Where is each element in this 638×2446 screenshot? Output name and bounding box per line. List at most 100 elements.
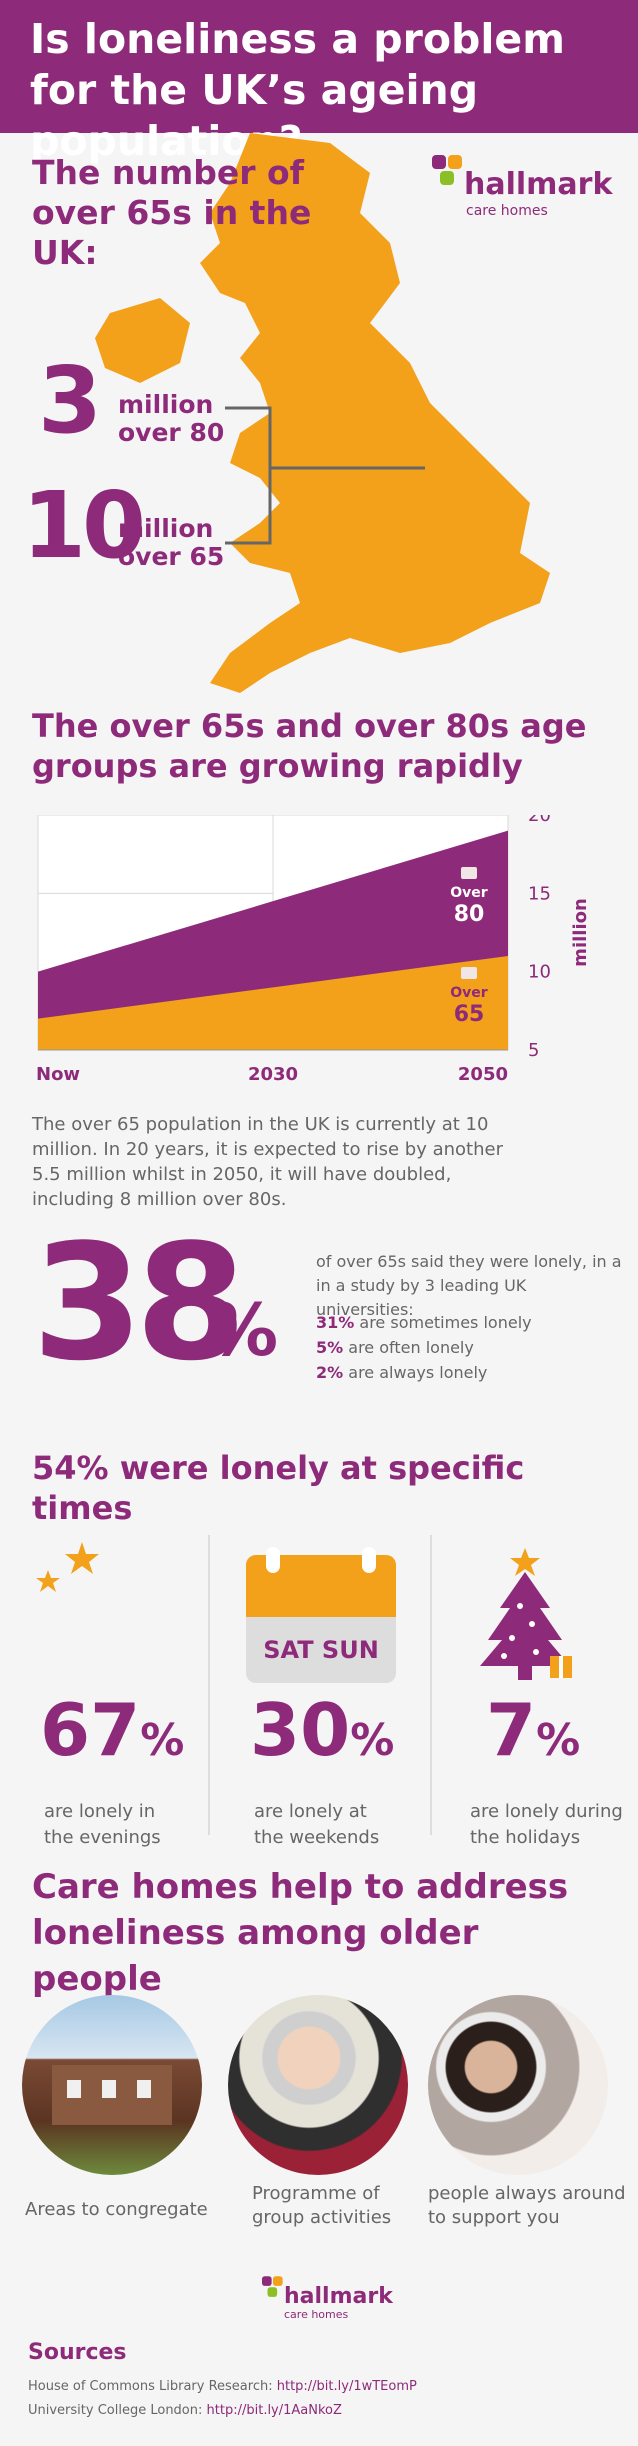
breakdown-item: 5% are often lonely bbox=[316, 1335, 626, 1360]
breakdown-item: 31% are sometimes lonely bbox=[316, 1310, 626, 1335]
percent-unit: % bbox=[536, 1715, 581, 1766]
building-photo bbox=[22, 1995, 202, 2175]
series-label-bottom: 65 bbox=[454, 1002, 485, 1027]
sources-list: House of Commons Library Research: http:… bbox=[28, 2375, 417, 2423]
chart-ticks: Now 2030 2050 5 10 15 20 million bbox=[36, 815, 591, 1085]
support-photo bbox=[428, 1995, 608, 2175]
breakdown-pct: 2% bbox=[316, 1363, 344, 1382]
percent-item-weekends: 30% are lonely at the weekends bbox=[250, 1690, 450, 1851]
source-label: University College London: bbox=[28, 2403, 203, 2418]
over65-label-line1: million bbox=[118, 514, 214, 543]
percent-label-line2: the weekends bbox=[254, 1827, 380, 1848]
x-tick-label: 2050 bbox=[458, 1064, 508, 1085]
breakdown-text: are often lonely bbox=[348, 1338, 474, 1357]
building-window bbox=[137, 2080, 151, 2098]
percent-label-line1: are lonely during bbox=[470, 1801, 623, 1822]
series-label-top: Over bbox=[450, 885, 488, 901]
percent-unit: % bbox=[140, 1715, 185, 1766]
over80-label-line2: over 80 bbox=[118, 418, 225, 447]
percent-label-line2: the holidays bbox=[470, 1827, 581, 1848]
breakdown-text: are always lonely bbox=[348, 1363, 488, 1382]
christmas-tree-icon bbox=[480, 1548, 572, 1680]
logo-mark-icon bbox=[262, 2276, 283, 2297]
moon-stars-icon bbox=[36, 1542, 152, 1659]
breakdown-pct: 31% bbox=[316, 1313, 355, 1332]
percent-item-evenings: 67% are lonely in the evenings bbox=[40, 1690, 240, 1851]
breakdown-pct: 5% bbox=[316, 1338, 344, 1357]
uk-map bbox=[95, 133, 550, 693]
care-homes-title: Care homes help to address loneliness am… bbox=[32, 1867, 569, 1999]
footer-logo-name: hallmark bbox=[284, 2284, 393, 2309]
calendar-ring bbox=[362, 1547, 376, 1573]
series-label-top: Over bbox=[450, 985, 488, 1001]
caption-line2: to support you bbox=[428, 2207, 560, 2228]
y-tick-label: 15 bbox=[528, 883, 551, 904]
lonely-big-number: 38 bbox=[32, 1209, 247, 1396]
caption-line1: Programme of bbox=[252, 2183, 380, 2204]
series-label-bottom: 80 bbox=[454, 902, 485, 927]
column-divider bbox=[208, 1535, 210, 1835]
percent-item-holidays: 7% are lonely during the holidays bbox=[470, 1690, 630, 1851]
y-axis-label: million bbox=[570, 898, 591, 967]
percent-label-line1: are lonely in bbox=[44, 1801, 156, 1822]
lonely-breakdown: 31% are sometimes lonely 5% are often lo… bbox=[316, 1310, 626, 1385]
x-tick-label: 2030 bbox=[248, 1064, 298, 1085]
photo-caption-support: people always around to support you bbox=[428, 2182, 633, 2230]
percent-label-line2: the evenings bbox=[44, 1827, 161, 1848]
hallmark-logo: hallmark care homes bbox=[432, 155, 632, 225]
header-banner: Is loneliness a problem for the UK’s age… bbox=[0, 0, 638, 165]
specific-times-title: 54% were lonely at specific times bbox=[32, 1449, 525, 1527]
over80-label: million over 80 bbox=[118, 391, 224, 447]
y-tick-label: 20 bbox=[528, 815, 551, 826]
over80-number: 3 bbox=[38, 347, 103, 454]
calendar-icon: SAT SUN bbox=[246, 1547, 396, 1685]
over65-label: million over 65 bbox=[118, 515, 224, 571]
population-section: The number of over 65s in the UK: hallma… bbox=[0, 133, 638, 693]
source-link[interactable]: http://bit.ly/1wTEomP bbox=[276, 2379, 417, 2394]
over65-label-line2: over 65 bbox=[118, 542, 225, 571]
source-label: House of Commons Library Research: bbox=[28, 2379, 273, 2394]
photo-caption-activities: Programme of group activities bbox=[252, 2182, 452, 2230]
percent-unit: % bbox=[350, 1715, 395, 1766]
logo-name: hallmark bbox=[464, 167, 613, 202]
percent-label-line1: are lonely at bbox=[254, 1801, 367, 1822]
source-item: University College London: http://bit.ly… bbox=[28, 2399, 417, 2423]
activities-photo bbox=[228, 1995, 408, 2175]
logo-tagline: care homes bbox=[466, 203, 548, 219]
source-link[interactable]: http://bit.ly/1AaNkoZ bbox=[206, 2403, 342, 2418]
chart-areas bbox=[38, 830, 508, 1050]
percent-value: 7 bbox=[486, 1688, 537, 1772]
footer-logo: hallmark care homes bbox=[262, 2276, 402, 2322]
lonely-intro: of over 65s said they were lonely, in a … bbox=[316, 1252, 622, 1319]
over80-label-line1: million bbox=[118, 390, 214, 419]
series-label-icon bbox=[461, 967, 477, 979]
logo-mark-icon bbox=[432, 155, 462, 185]
calendar-ring bbox=[266, 1547, 280, 1573]
breakdown-item: 2% are always lonely bbox=[316, 1360, 626, 1385]
calendar-text: SAT SUN bbox=[246, 1617, 396, 1683]
growth-paragraph: The over 65 population in the UK is curr… bbox=[32, 1114, 503, 1210]
over65-number: 10 bbox=[22, 472, 146, 579]
building-window bbox=[67, 2080, 81, 2098]
percent-value: 67 bbox=[40, 1688, 141, 1772]
x-tick-label: Now bbox=[36, 1064, 80, 1085]
series-area-over65 bbox=[38, 956, 508, 1050]
y-tick-label: 10 bbox=[528, 962, 551, 983]
lonely-big-unit: % bbox=[206, 1288, 279, 1372]
series-label-icon bbox=[461, 867, 477, 879]
y-tick-label: 5 bbox=[528, 1040, 539, 1061]
connector-lines bbox=[225, 406, 425, 545]
photo-caption-congregate: Areas to congregate bbox=[25, 2198, 225, 2222]
sources-title: Sources bbox=[28, 2340, 127, 2365]
percent-value: 30 bbox=[250, 1688, 351, 1772]
building-window bbox=[102, 2080, 116, 2098]
population-title: The number of over 65s in the UK: bbox=[32, 153, 312, 272]
caption-line1: people always around bbox=[428, 2183, 626, 2204]
caption-line2: group activities bbox=[252, 2207, 392, 2228]
breakdown-text: are sometimes lonely bbox=[359, 1313, 532, 1332]
source-item: House of Commons Library Research: http:… bbox=[28, 2375, 417, 2399]
